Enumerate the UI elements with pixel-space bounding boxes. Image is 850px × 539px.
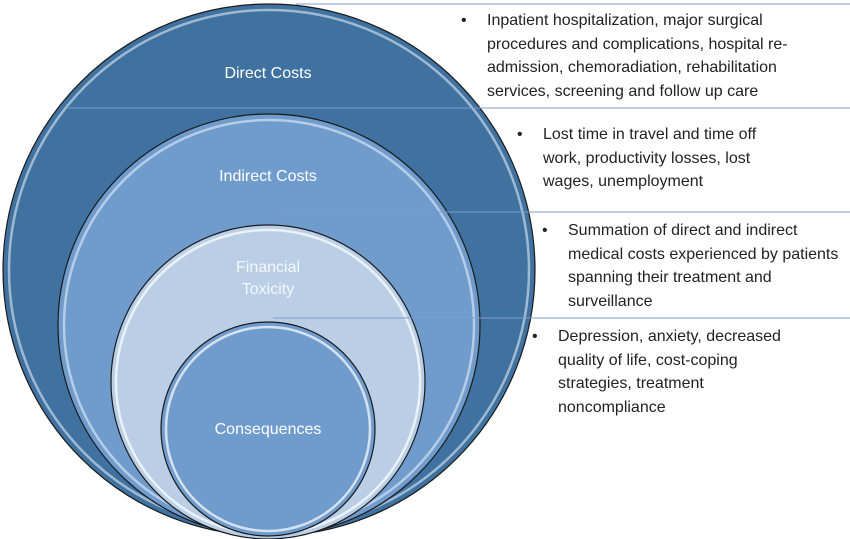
label-consequences: Consequences	[215, 421, 322, 438]
description-consequences: • Depression, anxiety, decreased quality…	[532, 325, 808, 419]
description-text: Depression, anxiety, decreased quality o…	[558, 328, 781, 416]
label-indirect-costs: Indirect Costs	[219, 168, 317, 185]
description-financial-toxicity: • Summation of direct and indirect medic…	[542, 219, 843, 313]
circle-consequences	[160, 321, 376, 537]
bullet: •	[542, 222, 548, 239]
description-text: Summation of direct and indirect medical…	[568, 222, 839, 310]
description-text: Inpatient hospitalization, major surgica…	[487, 12, 788, 100]
bullet: •	[532, 328, 538, 345]
label-financial-toxicity-line2: Toxicity	[242, 281, 294, 298]
label-direct-costs: Direct Costs	[224, 65, 311, 82]
label-financial-toxicity-line1: Financial	[236, 259, 300, 276]
bullet: •	[461, 12, 467, 29]
description-text: Lost time in travel and time off work, p…	[543, 126, 757, 190]
description-indirect-costs: • Lost time in travel and time off work,…	[517, 123, 793, 194]
description-direct-costs: • Inpatient hospitalization, major surgi…	[461, 9, 827, 103]
bullet: •	[517, 126, 523, 143]
